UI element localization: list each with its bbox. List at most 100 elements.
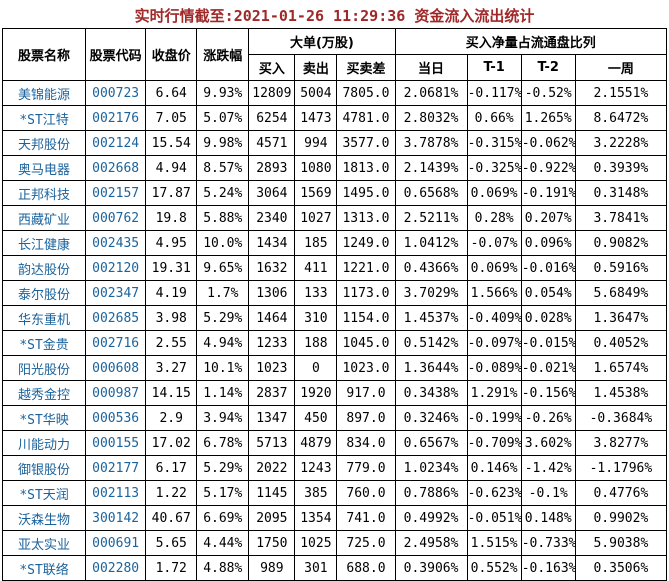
t2-ratio-cell: -0.015% [520, 330, 576, 356]
week-ratio-cell: 3.7841% [574, 205, 668, 231]
stock-name-cell: *ST金贵 [1, 330, 87, 356]
stock-code-cell: 002157 [85, 180, 147, 206]
table-row[interactable]: *ST天润 002113 1.22 5.17% 1145 385 760.0 0.7886% -… [1, 480, 668, 506]
t2-ratio-cell: -1.42% [520, 455, 576, 481]
stock-name-cell: *ST华映 [1, 405, 87, 431]
table-row[interactable]: 御银股份 002177 6.17 5.29% 2022 1243 779.0 1.0234% 0… [1, 455, 668, 481]
today-ratio-cell: 0.6568% [394, 180, 468, 206]
today-ratio-cell: 0.3906% [394, 555, 468, 581]
buy-cell: 1632 [248, 255, 296, 281]
stock-name-cell: 奥马电器 [1, 155, 87, 181]
table-row[interactable]: 西藏矿业 000762 19.8 5.88% 2340 1027 1313.0 2.5211%… [1, 205, 668, 231]
stock-code-cell: 002685 [85, 305, 147, 331]
table-row[interactable]: 华东重机 002685 3.98 5.29% 1464 310 1154.0 1.4537% -… [1, 305, 668, 331]
close-price-cell: 14.15 [145, 380, 198, 406]
change-pct-cell: 1.14% [196, 380, 250, 406]
sell-cell: 1080 [294, 155, 338, 181]
stock-code-cell: 002124 [85, 130, 147, 156]
sell-cell: 1025 [294, 530, 338, 556]
t2-ratio-cell: -0.26% [520, 405, 576, 431]
table-row[interactable]: 越秀金控 000987 14.15 1.14% 2837 1920 917.0 0.3438%… [1, 380, 668, 406]
table-row[interactable]: *ST金贵 002716 2.55 4.94% 1233 188 1045.0 0.5142%… [1, 330, 668, 356]
t2-ratio-cell: -0.922% [520, 155, 576, 181]
today-ratio-cell: 1.3644% [394, 355, 468, 381]
table-row[interactable]: *ST联络 002280 1.72 4.88% 989 301 688.0 0.3906% 0.… [1, 555, 668, 581]
today-ratio-cell: 2.5211% [394, 205, 468, 231]
table-row[interactable]: *ST江特 002176 7.05 5.07% 6254 1473 4781.0 2.8032… [1, 105, 668, 131]
today-ratio-cell: 0.3246% [394, 405, 468, 431]
stock-name-cell: 天邦股份 [1, 130, 87, 156]
stock-code-cell: 002668 [85, 155, 147, 181]
week-ratio-cell: 0.5916% [574, 255, 668, 281]
table-row[interactable]: 正邦科技 002157 17.87 5.24% 3064 1569 1495.0 0.6568… [1, 180, 668, 206]
stock-code-cell: 000987 [85, 380, 147, 406]
buy-sell-diff-cell: 741.0 [336, 505, 396, 531]
table-row[interactable]: 川能动力 000155 17.02 6.78% 5713 4879 834.0 0.6567%… [1, 430, 668, 456]
week-ratio-cell: 1.4538% [574, 380, 668, 406]
t2-ratio-cell: -0.733% [520, 530, 576, 556]
week-ratio-cell: 0.3939% [574, 155, 668, 181]
t1-ratio-cell: -0.623% [466, 480, 522, 506]
today-ratio-cell: 0.3438% [394, 380, 468, 406]
buy-sell-diff-cell: 688.0 [336, 555, 396, 581]
sell-cell: 4879 [294, 430, 338, 456]
table-row[interactable]: 奥马电器 002668 4.94 8.57% 2893 1080 1813.0 2.1439%… [1, 155, 668, 181]
t1-ratio-cell: -0.097% [466, 330, 522, 356]
week-ratio-cell: 0.9082% [574, 230, 668, 256]
table-row[interactable]: 长江健康 002435 4.95 10.0% 1434 185 1249.0 1.0412% -… [1, 230, 668, 256]
t1-ratio-cell: 1.566% [466, 280, 522, 306]
t1-ratio-cell: -0.315% [466, 130, 522, 156]
week-ratio-cell: 8.6472% [574, 105, 668, 131]
close-price-cell: 6.64 [145, 80, 198, 106]
change-pct-cell: 9.93% [196, 80, 250, 106]
today-ratio-cell: 1.0412% [394, 230, 468, 256]
header-row-subcolumns: 买入 卖出 买卖差 当日 T-1 T-2 一周 [3, 54, 668, 81]
table-row[interactable]: *ST华映 000536 2.9 3.94% 1347 450 897.0 0.3246% -0… [1, 405, 668, 431]
stock-name-cell: *ST天润 [1, 480, 87, 506]
buy-cell: 6254 [248, 105, 296, 131]
sell-cell: 1027 [294, 205, 338, 231]
buy-cell: 2340 [248, 205, 296, 231]
table-row[interactable]: 韵达股份 002120 19.31 9.65% 1632 411 1221.0 0.4366%… [1, 255, 668, 281]
sell-cell: 310 [294, 305, 338, 331]
today-ratio-cell: 2.0681% [394, 80, 468, 106]
close-price-cell: 3.98 [145, 305, 198, 331]
close-price-cell: 17.87 [145, 180, 198, 206]
change-pct-cell: 5.17% [196, 480, 250, 506]
t2-ratio-cell: 0.148% [520, 505, 576, 531]
col-header-t-minus-2: T-2 [520, 54, 576, 81]
col-header-t-minus-1: T-1 [466, 54, 522, 81]
close-price-cell: 4.94 [145, 155, 198, 181]
stock-name-cell: *ST江特 [1, 105, 87, 131]
col-header-today: 当日 [394, 54, 468, 81]
stock-code-cell: 000762 [85, 205, 147, 231]
stock-name-cell: 正邦科技 [1, 180, 87, 206]
sell-cell: 450 [294, 405, 338, 431]
close-price-cell: 19.31 [145, 255, 198, 281]
t1-ratio-cell: -0.409% [466, 305, 522, 331]
t2-ratio-cell: -0.1% [520, 480, 576, 506]
stock-code-cell: 002176 [85, 105, 147, 131]
table-row[interactable]: 沃森生物 300142 40.67 6.69% 2095 1354 741.0 0.4992%… [1, 505, 668, 531]
col-header-sell: 卖出 [294, 54, 338, 81]
col-header-buy-sell-diff: 买卖差 [336, 54, 396, 81]
close-price-cell: 2.55 [145, 330, 198, 356]
buy-cell: 1145 [248, 480, 296, 506]
table-row[interactable]: 天邦股份 002124 15.54 9.98% 4571 994 3577.0 3.7878%… [1, 130, 668, 156]
close-price-cell: 4.19 [145, 280, 198, 306]
close-price-cell: 40.67 [145, 505, 198, 531]
buy-cell: 5713 [248, 430, 296, 456]
table-row[interactable]: 泰尔股份 002347 4.19 1.7% 1306 133 1173.0 3.7029% 1.… [1, 280, 668, 306]
t2-ratio-cell: -0.191% [520, 180, 576, 206]
stock-code-cell: 000723 [85, 80, 147, 106]
sell-cell: 994 [294, 130, 338, 156]
buy-cell: 2837 [248, 380, 296, 406]
table-row[interactable]: 美锦能源 000723 6.64 9.93% 12809 5004 7805.0 2.0681… [1, 80, 668, 106]
table-row[interactable]: 阳光股份 000608 3.27 10.1% 1023 0 1023.0 1.3644% -0.… [1, 355, 668, 381]
table-body: 美锦能源 000723 6.64 9.93% 12809 5004 7805.0 2.0681… [1, 80, 668, 581]
stock-flow-table: 股票名称 股票代码 收盘价 涨跌幅 大单(万股) 买入净量占流通盘比列 买入 卖… [1, 28, 668, 581]
t1-ratio-cell: 0.66% [466, 105, 522, 131]
table-row[interactable]: 亚太实业 000691 5.65 4.44% 1750 1025 725.0 2.4958% 1… [1, 530, 668, 556]
stock-name-cell: 长江健康 [1, 230, 87, 256]
col-header-buy: 买入 [248, 54, 296, 81]
